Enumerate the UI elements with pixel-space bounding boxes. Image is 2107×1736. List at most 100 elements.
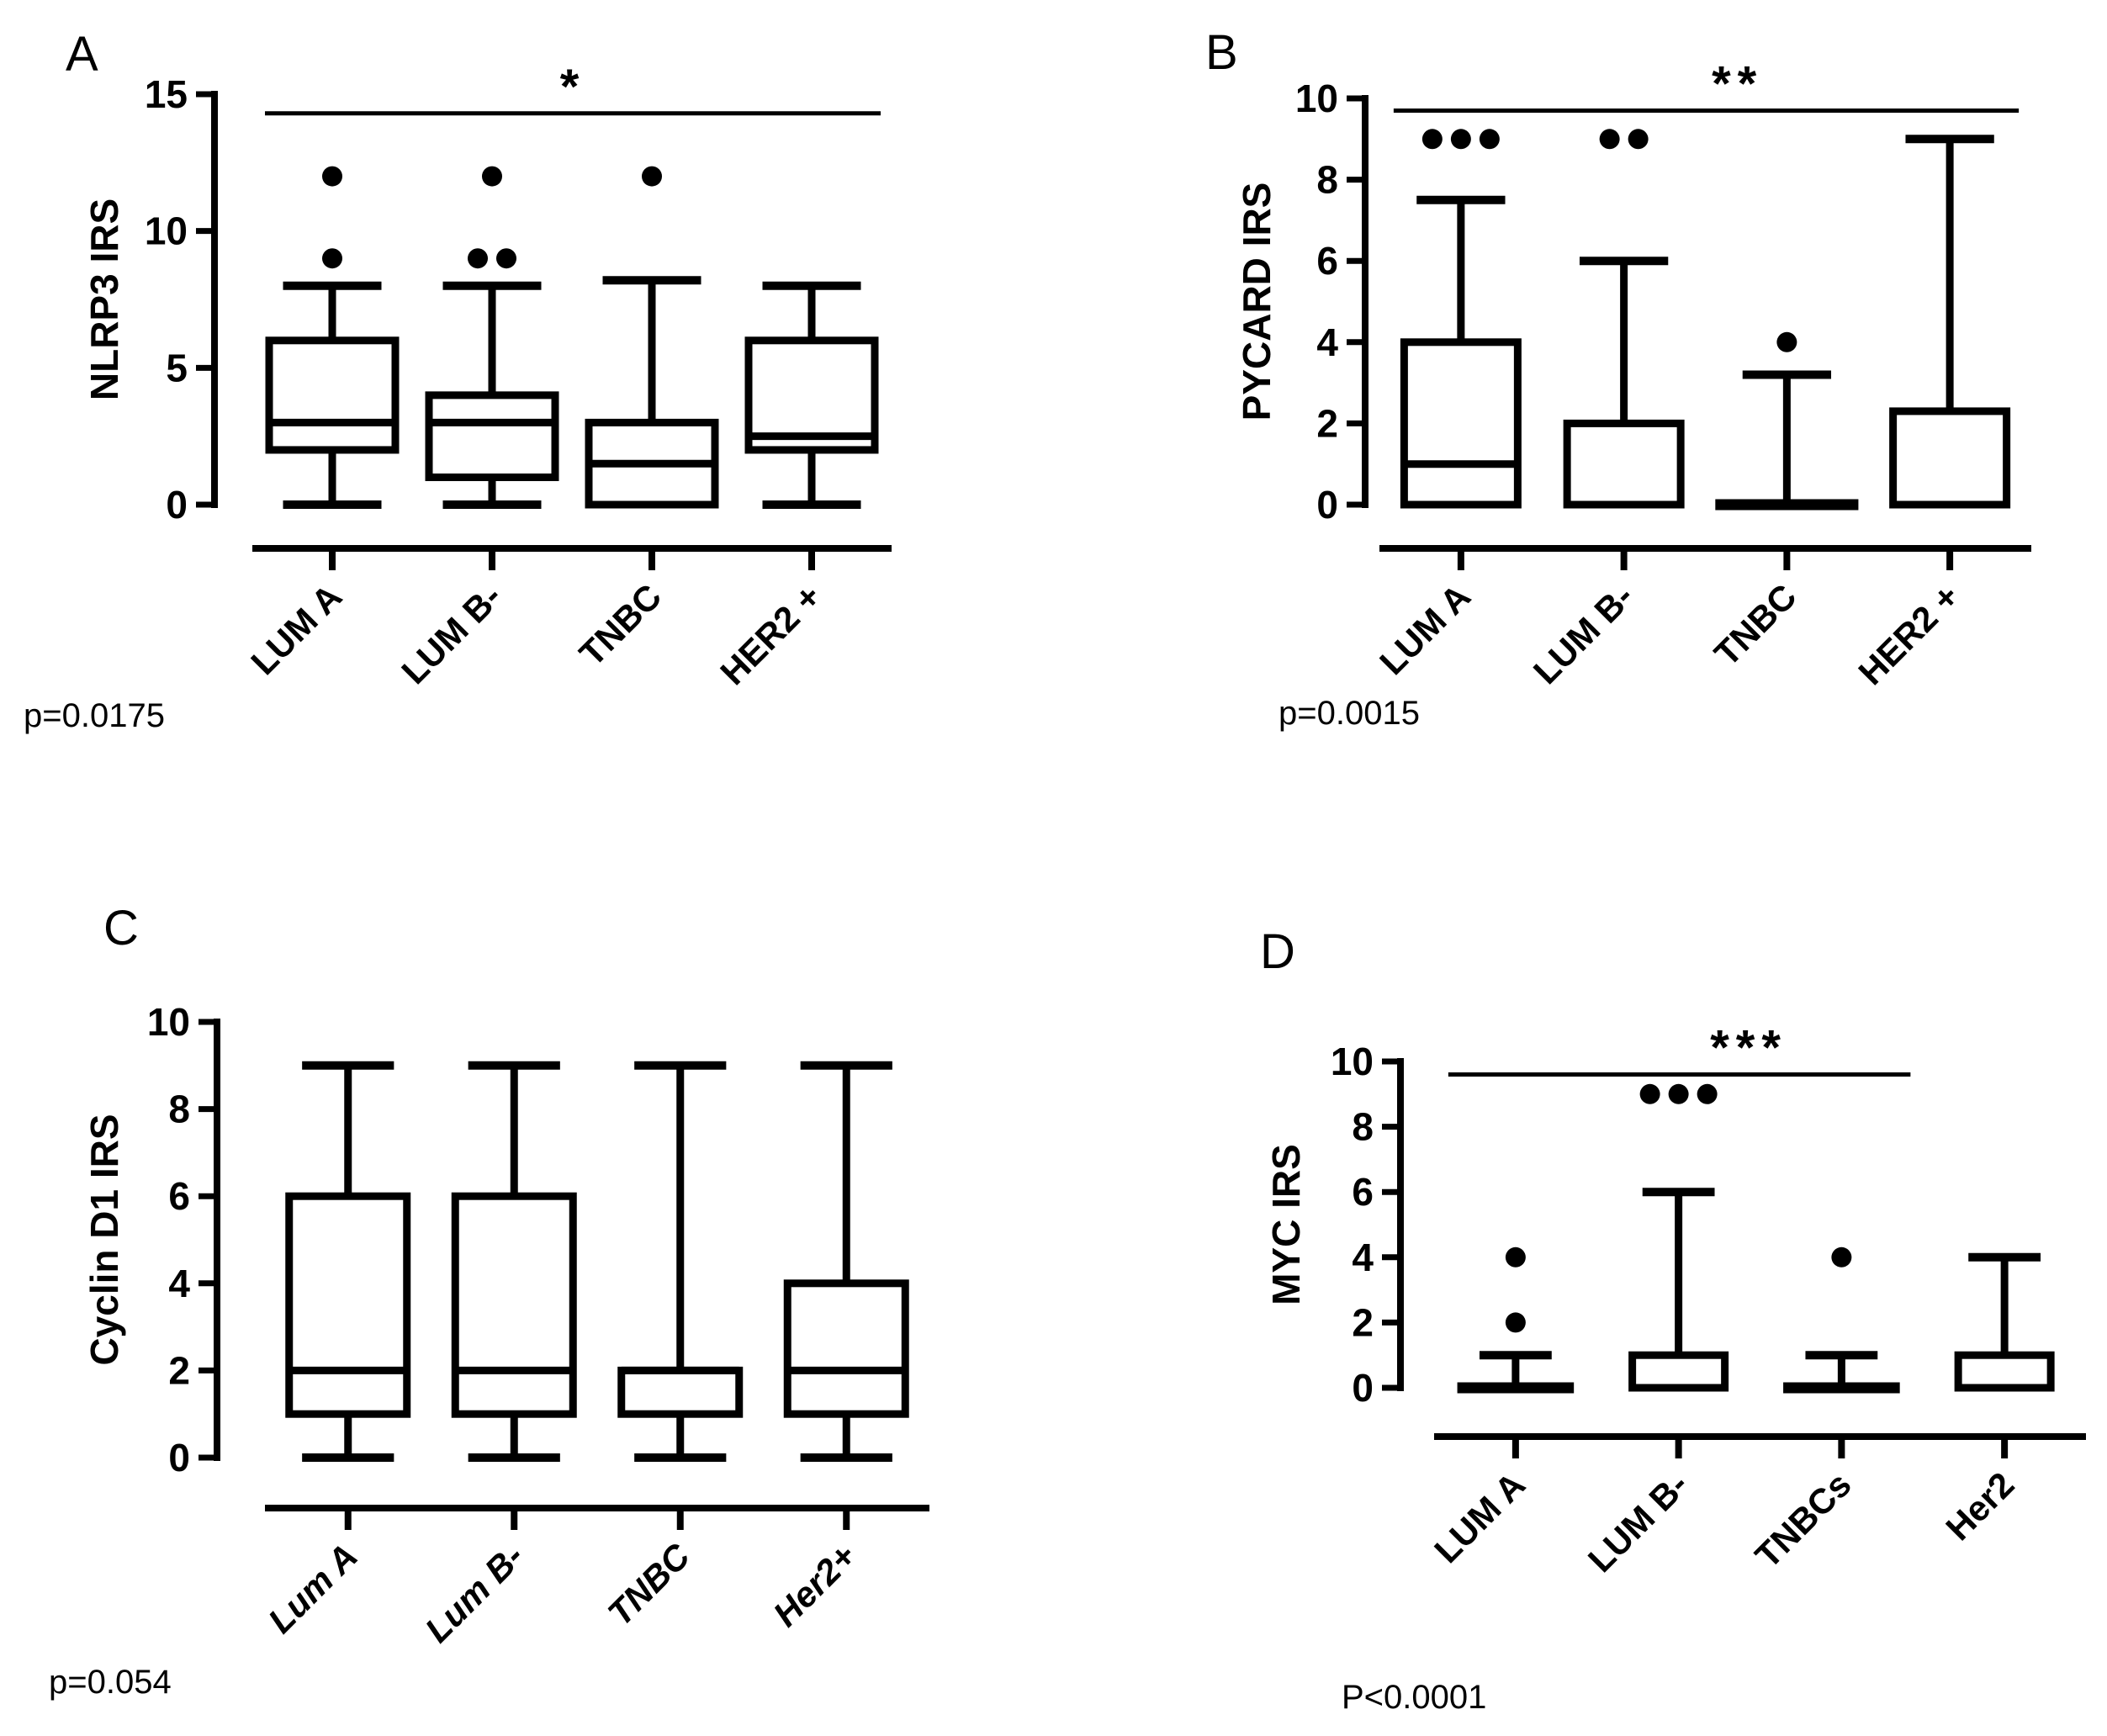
box-group-lum-a bbox=[285, 1061, 411, 1462]
outlier-dot bbox=[1505, 1312, 1526, 1333]
y-tick-label: 4 bbox=[1352, 1236, 1374, 1279]
panel-b-letter: B bbox=[1205, 25, 1238, 80]
outlier-dot bbox=[1505, 1246, 1526, 1268]
category-label: TNBC bbox=[1707, 576, 1804, 674]
box-group-her2- bbox=[783, 1061, 909, 1462]
box-group-her2 bbox=[1954, 1252, 2055, 1392]
box-group-lum-a bbox=[1400, 129, 1522, 509]
iqr-box bbox=[783, 1279, 909, 1418]
y-axis: 0 2 4 6 8 10 bbox=[1295, 77, 1368, 527]
y-tick-label: 2 bbox=[1316, 401, 1338, 445]
outlier-dot bbox=[322, 166, 342, 187]
x-axis: LUM A LUM B- TNBC HER2 + bbox=[243, 545, 892, 692]
outlier-dot bbox=[1479, 129, 1500, 150]
significance-bracket: ** bbox=[1393, 56, 2020, 113]
box-group-lum-b- bbox=[425, 166, 559, 509]
box-group-lum-b- bbox=[451, 1061, 577, 1462]
category-label: HER2 + bbox=[712, 576, 829, 692]
outlier-dot bbox=[322, 248, 342, 269]
y-axis-title: MYC IRS bbox=[1264, 1144, 1308, 1305]
y-axis-title: NLRP3 IRS bbox=[82, 198, 126, 400]
iqr-box bbox=[1628, 1351, 1729, 1392]
y-axis: 0 2 4 6 8 10 bbox=[1331, 1040, 1404, 1410]
panel-b-plot: 0 2 4 6 8 10 PYCARD IRS LUM A LUM B- TNBC HER2 + ** bbox=[1235, 56, 2031, 692]
category-label: LUM B- bbox=[1580, 1464, 1696, 1580]
iqr-box bbox=[265, 336, 400, 454]
y-tick-label: 8 bbox=[1316, 158, 1338, 202]
y-tick-label: 2 bbox=[168, 1348, 190, 1392]
outlier-dot bbox=[1668, 1083, 1689, 1104]
category-label: Lum A bbox=[261, 1536, 366, 1641]
panel-a-letter: A bbox=[66, 27, 98, 82]
iqr-box bbox=[285, 1192, 411, 1418]
y-tick-label: 6 bbox=[168, 1174, 190, 1218]
y-tick-label: 10 bbox=[145, 209, 188, 253]
outlier-dot bbox=[1450, 129, 1471, 150]
box-group-lum-a bbox=[265, 166, 400, 509]
panel-a-p-value: p=0.0175 bbox=[24, 697, 165, 734]
y-tick-label: 4 bbox=[1316, 320, 1338, 364]
outlier-dot bbox=[1599, 129, 1620, 150]
y-tick-label: 0 bbox=[1316, 483, 1338, 527]
y-tick-label: 8 bbox=[168, 1088, 190, 1131]
category-label: TNBC bbox=[572, 576, 670, 674]
outlier-dot bbox=[1628, 129, 1649, 150]
box-group-lum-b- bbox=[1563, 129, 1685, 509]
iqr-box bbox=[1563, 419, 1685, 509]
panel-d-letter: D bbox=[1260, 924, 1295, 979]
outlier-dot bbox=[1697, 1083, 1718, 1104]
significance-asterisks: ** bbox=[1712, 56, 1763, 111]
significance-bracket: * bbox=[265, 60, 881, 116]
y-tick-label: 10 bbox=[1331, 1040, 1374, 1083]
category-label: LUM A bbox=[243, 576, 349, 682]
outlier-dot bbox=[1639, 1083, 1660, 1104]
iqr-box bbox=[1954, 1351, 2055, 1392]
iqr-box bbox=[425, 391, 559, 481]
x-axis: LUM A LUM B- TNBC HER2 + bbox=[1372, 545, 2031, 692]
box-group-her2- bbox=[1889, 135, 2011, 509]
significance-bracket: *** bbox=[1448, 1021, 1911, 1077]
iqr-box bbox=[617, 1366, 744, 1418]
box-group-lum-b- bbox=[1628, 1083, 1729, 1392]
category-label: TNBCs bbox=[1747, 1464, 1858, 1575]
y-tick-label: 0 bbox=[1352, 1366, 1374, 1410]
y-axis-title: Cyclin D1 IRS bbox=[82, 1114, 126, 1365]
category-label: TNBC bbox=[600, 1536, 697, 1633]
y-axis-title: PYCARD IRS bbox=[1235, 183, 1278, 421]
y-tick-label: 10 bbox=[1295, 77, 1338, 120]
panel-a-plot: 0 5 10 15 NLRP3 IRS LUM A LUM B- TNBC HER2 + * bbox=[82, 60, 892, 692]
category-label: LUM B- bbox=[394, 576, 509, 691]
y-axis: 0 5 10 15 bbox=[145, 72, 218, 527]
y-tick-label: 15 bbox=[145, 72, 188, 116]
box-group-tnbc bbox=[617, 1061, 744, 1462]
y-tick-label: 5 bbox=[166, 346, 188, 389]
box-group-tnbcs bbox=[1783, 1246, 1900, 1394]
category-label: LUM A bbox=[1372, 576, 1478, 682]
significance-asterisks: * bbox=[560, 60, 586, 114]
panel-c-letter: C bbox=[103, 901, 139, 955]
panel-c-p-value: p=0.054 bbox=[49, 1664, 172, 1701]
outlier-dot bbox=[1831, 1246, 1852, 1268]
outlier-dot bbox=[468, 248, 488, 269]
y-axis: 0 2 4 6 8 10 bbox=[147, 1000, 220, 1479]
category-label: Her2 bbox=[1938, 1464, 2021, 1548]
panel-d-plot: 0 2 4 6 8 10 MYC IRS LUM A LUM B- TNBCs Her2 *** bbox=[1264, 1021, 2086, 1580]
box-group-lum-a bbox=[1457, 1246, 1575, 1394]
y-tick-label: 0 bbox=[166, 483, 188, 527]
significance-asterisks: *** bbox=[1710, 1021, 1787, 1076]
category-label: Lum B- bbox=[417, 1536, 532, 1650]
y-tick-label: 4 bbox=[168, 1262, 190, 1305]
box-group-her2- bbox=[744, 281, 879, 509]
iqr-box bbox=[451, 1192, 577, 1418]
iqr-box bbox=[1889, 407, 2011, 509]
outlier-dot bbox=[496, 248, 516, 269]
iqr-box bbox=[744, 336, 879, 454]
box-group-tnbc bbox=[585, 166, 719, 509]
outlier-dot bbox=[482, 166, 502, 187]
category-label: HER2 + bbox=[1850, 576, 1967, 692]
category-label: Her2+ bbox=[765, 1536, 864, 1634]
outlier-dot bbox=[1421, 129, 1443, 150]
x-axis: Lum A Lum B- TNBC Her2+ bbox=[261, 1505, 929, 1650]
iqr-box bbox=[1400, 338, 1522, 509]
